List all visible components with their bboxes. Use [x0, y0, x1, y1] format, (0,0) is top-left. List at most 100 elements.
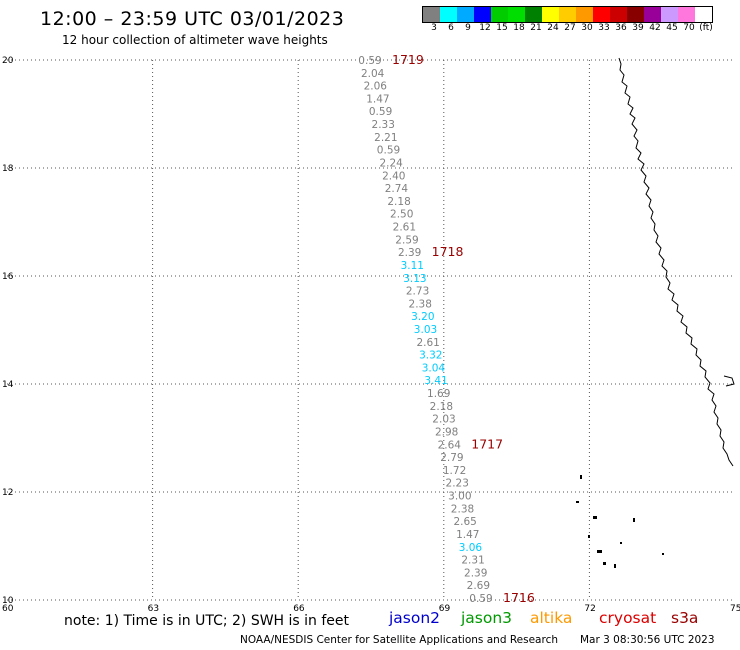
wave-height-value: 2.65: [453, 516, 476, 528]
wave-height-value: 3.03: [414, 324, 437, 336]
satellite-legend-jason2: jason2: [389, 609, 441, 627]
wave-height-value: 3.00: [448, 491, 471, 503]
wave-height-value: 1.72: [443, 465, 466, 477]
color-swatch-1: [440, 7, 457, 22]
color-scale-label: (ft): [699, 23, 713, 33]
color-swatch-7: [542, 7, 559, 22]
color-scale-label: 39: [632, 23, 644, 33]
coastline-notch: [723, 375, 735, 387]
color-swatch-13: [644, 7, 661, 22]
color-swatch-10: [593, 7, 610, 22]
color-scale-label: 36: [615, 23, 627, 33]
x-tick-label: 63: [148, 604, 159, 614]
y-tick-label: 12: [2, 488, 13, 498]
coastline-path: [618, 57, 734, 467]
y-tick-label: 14: [2, 380, 14, 390]
wave-height-value: 2.38: [409, 298, 432, 310]
map-subtitle: 12 hour collection of altimeter wave hei…: [62, 33, 328, 47]
color-swatch-0: [423, 7, 440, 22]
x-tick-label: 60: [2, 604, 14, 614]
wave-height-value: 1.47: [456, 529, 479, 541]
x-tick-label: 66: [293, 604, 305, 614]
satellite-legend-altika: altika: [530, 609, 573, 627]
wave-height-value: 2.40: [382, 170, 405, 182]
pass-time-label: 1718: [432, 244, 464, 259]
wave-height-value: 3.11: [401, 260, 424, 272]
wave-height-value: 3.13: [403, 273, 426, 285]
wave-height-value: 2.18: [430, 401, 453, 413]
color-scale-label: 6: [448, 23, 454, 33]
wave-height-value: 2.04: [361, 68, 385, 80]
wave-height-value: 1.69: [427, 388, 450, 400]
pass-time-label: 1716: [503, 590, 535, 605]
wave-height-value: 2.74: [385, 183, 409, 195]
color-swatch-14: [661, 7, 678, 22]
color-scale-label: 18: [513, 23, 525, 33]
color-scale-label: 21: [530, 23, 542, 33]
altimeter-track: 0.592.042.061.470.592.332.210.592.242.40…: [358, 52, 535, 605]
axis-tick-labels: 60 63 66 69 72 75 10 12 14 16 18 20: [2, 56, 740, 614]
grid-lines: [7, 59, 735, 601]
wave-height-value: 2.61: [393, 222, 416, 234]
wave-height-value: 2.79: [440, 452, 463, 464]
color-swatch-8: [559, 7, 576, 22]
color-scale-label: 42: [649, 23, 661, 33]
y-tick-label: 10: [2, 596, 14, 606]
wave-height-value: 0.59: [377, 145, 400, 157]
color-swatch-9: [576, 7, 593, 22]
footer-note: note: 1) Time is in UTC; 2) SWH is in fe…: [64, 613, 350, 629]
wave-height-value: 2.31: [461, 555, 484, 567]
credit-line: NOAA/NESDIS Center for Satellite Applica…: [240, 634, 558, 646]
wave-height-value: 2.73: [406, 286, 429, 298]
color-scale-label: 9: [465, 23, 471, 33]
wave-height-value: 3.04: [422, 362, 446, 374]
color-swatch-6: [525, 7, 542, 22]
wave-height-value: 2.39: [464, 567, 487, 579]
x-tick-label: 75: [730, 604, 740, 614]
y-tick-label: 18: [2, 164, 14, 174]
color-swatch-4: [491, 7, 508, 22]
color-scale-label: 27: [564, 23, 576, 33]
color-scale-bar: [422, 6, 713, 23]
x-tick-label: 69: [439, 604, 451, 614]
wave-height-value: 2.64: [438, 439, 462, 451]
color-scale-label: 24: [547, 23, 559, 33]
wave-height-value: 2.50: [390, 209, 413, 221]
generated-timestamp: Mar 3 08:30:56 UTC 2023: [580, 634, 715, 646]
color-scale-label: 33: [598, 23, 610, 33]
color-swatch-12: [627, 7, 644, 22]
wave-height-value: 2.59: [395, 234, 418, 246]
satellite-legend-jason3: jason3: [461, 609, 513, 627]
pass-time-label: 1719: [392, 52, 424, 67]
color-scale-label: 3: [431, 23, 437, 33]
wave-height-value: 0.59: [369, 106, 392, 118]
wave-height-value: 2.39: [398, 247, 421, 259]
color-scale-label: 12: [479, 23, 491, 33]
wave-height-value: 2.23: [446, 478, 469, 490]
pass-time-label: 1717: [471, 436, 503, 451]
wave-height-value: 2.21: [374, 132, 397, 144]
wave-height-value: 2.06: [364, 81, 388, 93]
color-swatch-3: [474, 7, 491, 22]
x-tick-label: 72: [584, 604, 595, 614]
wave-height-value: 0.59: [358, 55, 381, 67]
color-scale-label: 45: [666, 23, 678, 33]
color-scale-label: 30: [581, 23, 593, 33]
wave-height-value: 2.24: [379, 157, 403, 169]
y-tick-label: 20: [2, 56, 14, 66]
wave-height-value: 2.69: [467, 580, 490, 592]
color-swatch-2: [457, 7, 474, 22]
coastline: [576, 57, 735, 568]
wave-height-value: 0.59: [469, 593, 492, 605]
wave-height-value: 3.32: [419, 350, 442, 362]
color-swatch-5: [508, 7, 525, 22]
island-shapes: [576, 475, 664, 568]
wave-height-value: 2.61: [416, 337, 439, 349]
wave-height-value: 1.47: [366, 93, 389, 105]
color-swatch-16: [695, 7, 712, 22]
wave-height-value: 3.20: [411, 311, 434, 323]
wave-height-value: 3.41: [424, 375, 447, 387]
wave-height-value: 2.38: [451, 503, 474, 515]
satellite-legend-s3a: s3a: [671, 609, 699, 627]
